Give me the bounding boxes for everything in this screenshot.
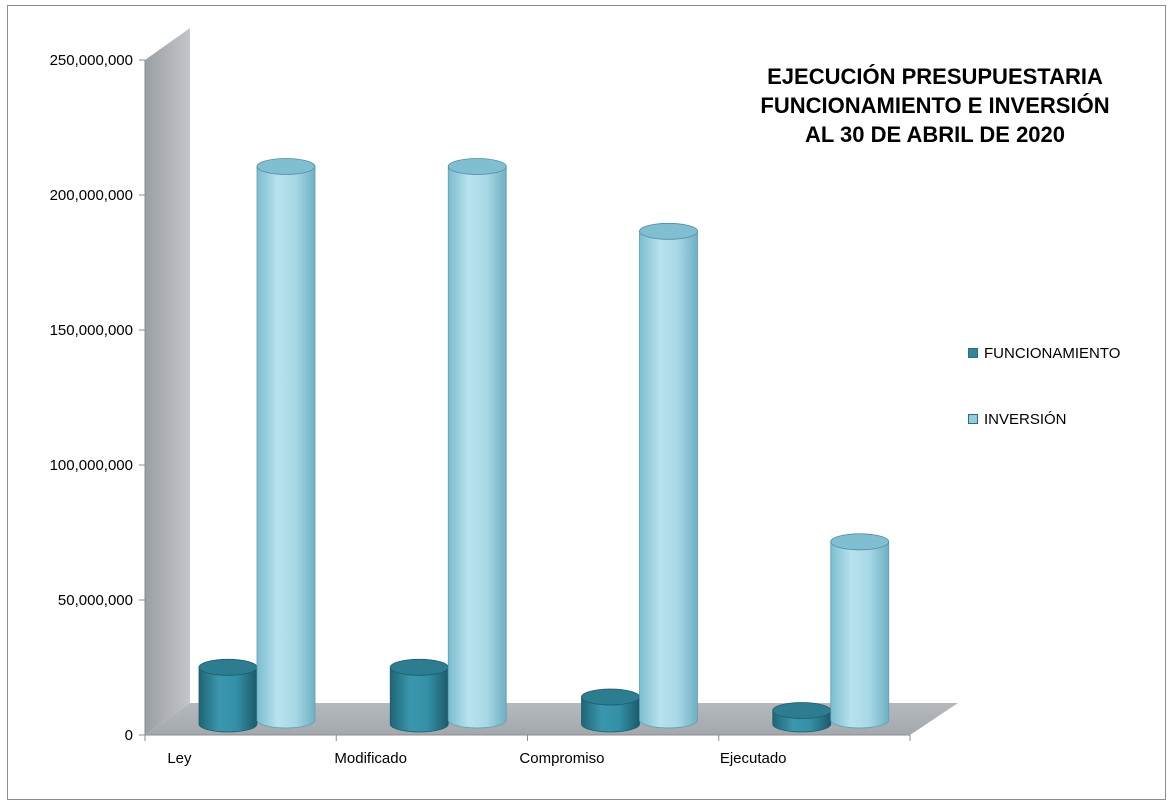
bar-body — [639, 230, 698, 729]
bar-body — [389, 666, 449, 733]
bar-cap — [581, 688, 640, 706]
bar-cap — [389, 658, 449, 676]
x-tick-label: Modificado — [334, 750, 407, 767]
bar-body — [198, 666, 258, 733]
legend: FUNCIONAMIENTO INVERSIÓN — [968, 341, 1120, 473]
y-tick-label: 250,000,000 — [50, 52, 133, 69]
bar-body — [581, 696, 640, 733]
bar-inversion — [830, 533, 890, 729]
bar-cap — [256, 158, 316, 175]
legend-swatch-inversion — [968, 414, 978, 424]
bar-inversion — [639, 222, 698, 729]
bar-funcionamiento — [389, 658, 449, 733]
floor — [145, 703, 958, 735]
bar-inversion — [447, 158, 507, 729]
bar-cap — [198, 658, 258, 676]
legend-label-funcionamiento: FUNCIONAMIENTO — [984, 344, 1121, 362]
y-tick-label: 150,000,000 — [50, 322, 133, 339]
bar-funcionamiento — [772, 702, 832, 733]
chart-title-line-3: AL 30 DE ABRIL DE 2020 — [804, 122, 1066, 147]
legend-swatch-funcionamiento — [968, 348, 978, 358]
bar-funcionamiento — [198, 658, 258, 733]
x-tick-label: Compromiso — [519, 750, 604, 767]
y-tick-label: 50,000,000 — [58, 592, 133, 609]
bar-body — [447, 166, 507, 729]
chart-title-line-1: EJECUCIÓN PRESUPUESTARIA — [767, 64, 1103, 89]
x-tick-label: Ley — [167, 750, 192, 767]
bar-cap — [830, 533, 890, 551]
legend-label-inversion: INVERSIÓN — [984, 410, 1067, 428]
legend-item-inversion: INVERSIÓN — [968, 407, 1120, 431]
bar-cap — [772, 702, 832, 719]
legend-item-funcionamiento: FUNCIONAMIENTO — [968, 341, 1120, 365]
bar-cap — [447, 158, 507, 175]
bar-funcionamiento — [581, 688, 640, 733]
bar-inversion — [256, 158, 316, 729]
y-tick-label: 0 — [125, 727, 133, 744]
chart-title-line-2: FUNCIONAMIENTO E INVERSIÓN — [760, 93, 1110, 118]
bar-cap — [639, 222, 698, 240]
back-wall — [145, 28, 190, 735]
bar-body — [256, 166, 316, 729]
bar-body — [830, 541, 890, 729]
x-tick-label: Ejecutado — [720, 750, 787, 767]
y-tick-label: 200,000,000 — [50, 187, 133, 204]
y-tick-label: 100,000,000 — [50, 457, 133, 474]
chart-title: EJECUCIÓN PRESUPUESTARIA FUNCIONAMIENTO … — [720, 62, 1150, 149]
